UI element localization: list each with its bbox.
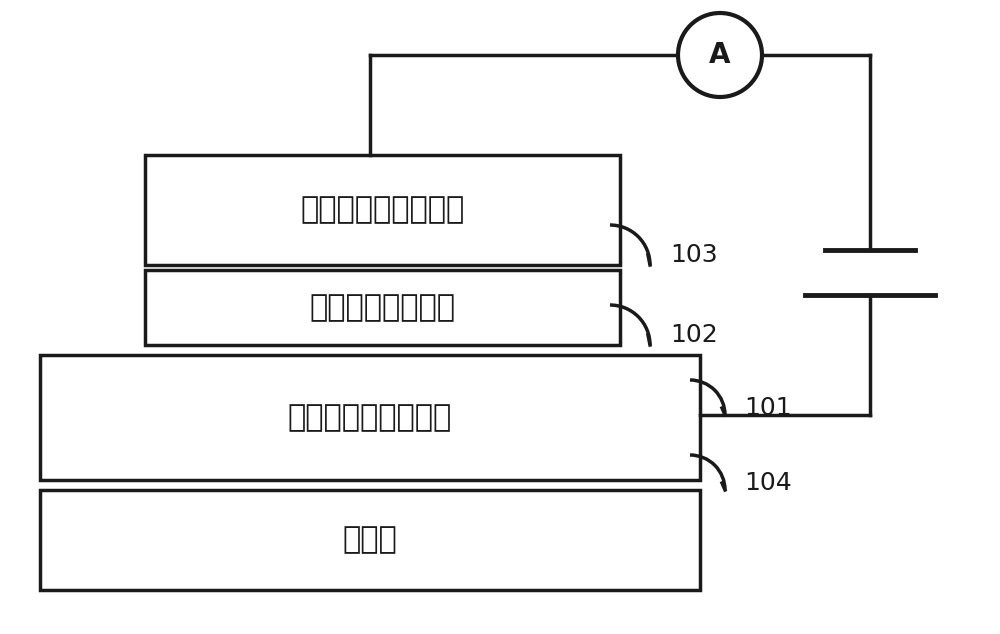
Text: 102: 102 — [670, 323, 718, 347]
Text: 衬底层: 衬底层 — [343, 526, 397, 555]
Bar — [40, 355, 700, 480]
Text: A: A — [709, 41, 731, 69]
Text: 104: 104 — [744, 471, 792, 495]
Text: 半金属氧化物参考层: 半金属氧化物参考层 — [300, 195, 465, 224]
Text: 绝缘氧化物隧穿层: 绝缘氧化物隧穿层 — [310, 293, 456, 322]
Bar — [145, 270, 620, 345]
Bar — [40, 490, 700, 590]
Text: 半金属氧化物自由层: 半金属氧化物自由层 — [288, 403, 452, 432]
Bar — [145, 155, 620, 265]
Text: 101: 101 — [744, 396, 792, 420]
Text: 103: 103 — [670, 243, 718, 267]
Circle shape — [678, 13, 762, 97]
